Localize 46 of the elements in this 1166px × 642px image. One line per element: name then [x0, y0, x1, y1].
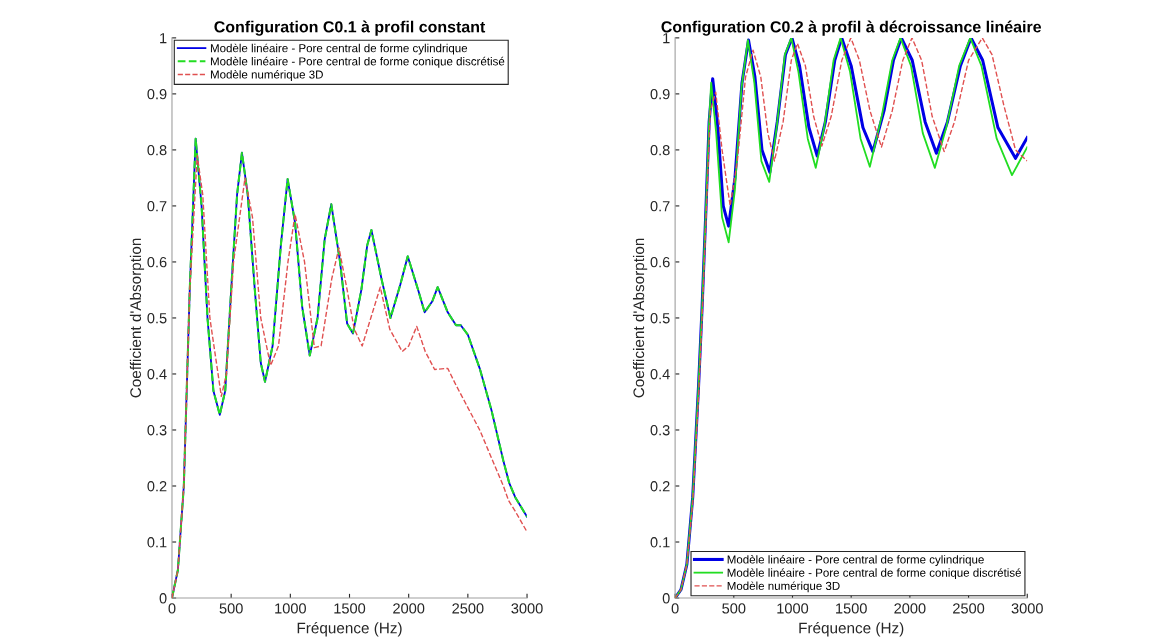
x-tick-label: 2500 [452, 603, 484, 614]
y-tick-label: 0.6 [147, 257, 167, 268]
x-tick-label: 500 [219, 603, 243, 614]
x-tick-label: 2000 [393, 603, 425, 614]
y-tick-label: 0.5 [147, 313, 167, 324]
y-tick-label: 0.6 [650, 257, 670, 268]
y-tick-label: 0.5 [650, 313, 670, 324]
x-tick-label: 1500 [836, 603, 867, 614]
legend-label: Modèle linéaire - Pore central de forme conique discrétisé [210, 56, 505, 68]
legend-label: Modèle linéaire - Pore central de forme cylindrique [210, 43, 468, 55]
x-tick-label: 3000 [1011, 603, 1043, 614]
x-tick-label: 2500 [953, 603, 985, 614]
x-axis-title: Fréquence (Hz) [799, 622, 904, 637]
x-tick-label: 1000 [777, 603, 809, 614]
y-tick-label: 0.2 [147, 481, 167, 492]
y-tick-label: 0.2 [650, 481, 670, 492]
y-tick-label: 0.1 [147, 537, 167, 548]
y-tick-label: 0.8 [147, 145, 167, 156]
y-axis-title: Coefficient d'Absorption [632, 238, 648, 398]
y-tick-label: 0.8 [650, 145, 670, 156]
y-tick-label: 1 [160, 33, 167, 44]
y-tick-label: 0.4 [147, 369, 167, 380]
x-tick-label: 1500 [334, 603, 366, 614]
x-tick-label: 0 [671, 603, 679, 614]
y-tick-label: 0.3 [650, 425, 670, 436]
legend-label: Modèle numérique 3D [210, 70, 323, 81]
y-tick-label: 0.7 [650, 201, 670, 212]
legend-label: Modèle linéaire - Pore central de forme cylindrique [727, 555, 984, 566]
x-tick-label: 1000 [275, 603, 306, 614]
legend-label: Modèle numérique 3D [727, 581, 840, 593]
y-tick-label: 0.7 [147, 201, 167, 212]
y-tick-label: 0.9 [650, 88, 670, 100]
y-tick-label: 0.3 [147, 425, 167, 436]
x-tick-label: 3000 [511, 603, 543, 614]
x-tick-label: 500 [722, 603, 746, 614]
y-axis-title: Coefficient d'Absorption [129, 238, 145, 398]
y-tick-label: 0 [662, 593, 670, 604]
y-tick-label: 0 [159, 593, 167, 604]
chart-title: Configuration C0.1 à profil constant [214, 20, 486, 36]
y-tick-label: 0.4 [650, 369, 670, 380]
y-tick-label: 0.1 [650, 537, 670, 548]
legend-label: Modèle linéaire - Pore central de forme conique discrétisé [727, 568, 1021, 580]
x-axis-title: Fréquence (Hz) [297, 622, 402, 637]
x-tick-label: 0 [168, 603, 176, 614]
y-tick-label: 0.9 [147, 88, 167, 100]
x-tick-label: 2000 [894, 603, 926, 614]
